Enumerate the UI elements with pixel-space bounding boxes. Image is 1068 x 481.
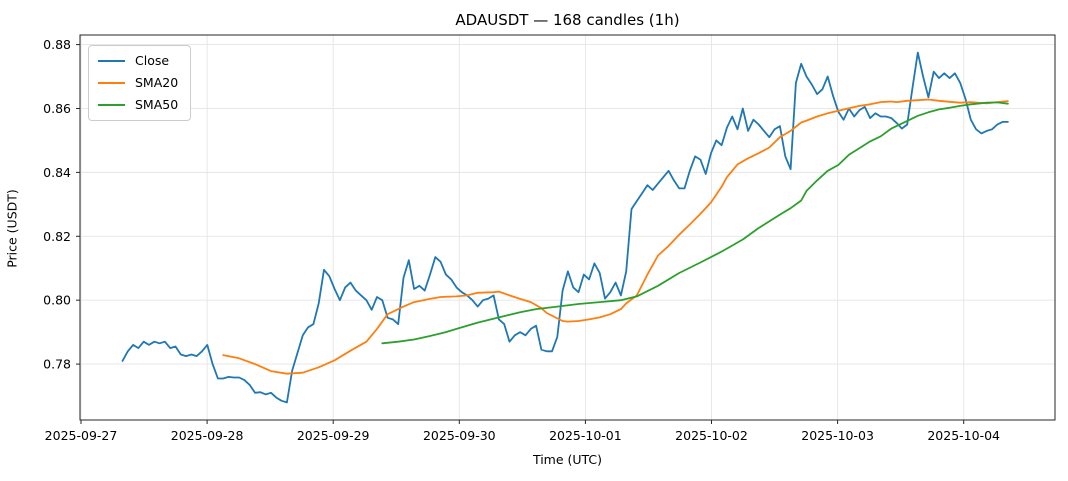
axes-spines: [79, 34, 1056, 421]
y-tick-label: 0.82: [43, 229, 71, 244]
series-line-sma20: [222, 98, 1009, 375]
legend-label-sma20: SMA20: [135, 75, 179, 90]
x-tick-label: 2025-09-28: [171, 428, 244, 443]
x-tick-label: 2025-09-29: [297, 428, 370, 443]
tick-marks: [76, 44, 965, 424]
close-line-swatch: [98, 60, 125, 62]
legend: Close SMA20 SMA50: [88, 45, 192, 121]
legend-item-close: Close: [98, 53, 178, 69]
y-tick-label: 0.88: [43, 37, 71, 52]
y-tick-label: 0.86: [43, 101, 71, 116]
legend-label-close: Close: [135, 53, 170, 68]
series-line-close: [121, 51, 1009, 404]
chart-title: ADAUSDT — 168 candles (1h): [455, 11, 680, 29]
y-tick-label: 0.84: [43, 165, 71, 180]
sma20-line-swatch: [98, 82, 125, 84]
y-axis-label: Price (USDT): [4, 189, 20, 268]
x-tick-label: 2025-09-27: [45, 428, 118, 443]
y-tick-label: 0.78: [43, 357, 71, 372]
legend-item-sma50: SMA50: [98, 97, 178, 113]
gridlines: [80, 35, 1055, 420]
x-axis-label: Time (UTC): [532, 452, 603, 467]
y-tick-label: 0.80: [43, 293, 71, 308]
x-tick-label: 2025-10-04: [927, 428, 1000, 443]
sma50-line-swatch: [98, 104, 125, 106]
tick-labels: 2025-09-27 2025-09-28 2025-09-29 2025-09-30…: [43, 37, 1000, 443]
x-tick-label: 2025-10-03: [801, 428, 874, 443]
x-tick-label: 2025-09-30: [423, 428, 496, 443]
x-tick-label: 2025-10-01: [549, 428, 622, 443]
x-tick-label: 2025-10-02: [675, 428, 748, 443]
series-line-sma50: [381, 101, 1009, 345]
legend-label-sma50: SMA50: [135, 97, 179, 112]
legend-item-sma20: SMA20: [98, 75, 178, 91]
